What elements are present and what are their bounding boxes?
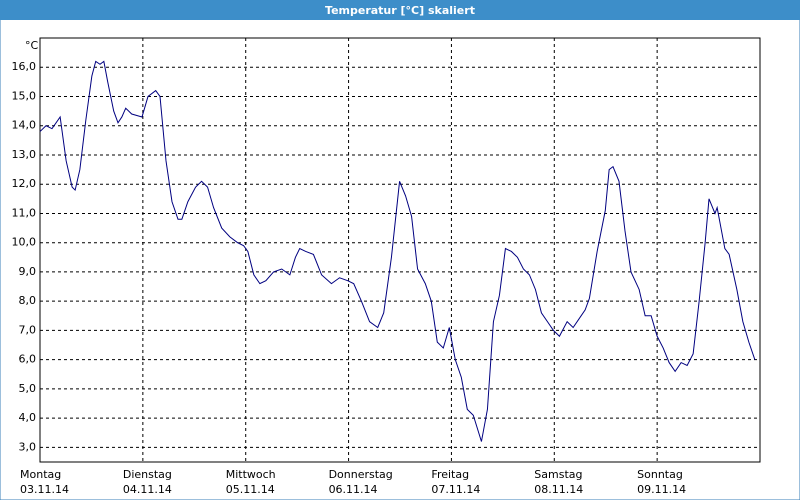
x-tick-date: 07.11.14	[431, 483, 480, 496]
y-tick-label: 6,0	[19, 353, 37, 366]
y-tick-label: 4,0	[19, 411, 37, 424]
y-tick-label: 10,0	[12, 236, 37, 249]
y-tick-label: 3,0	[19, 440, 37, 453]
x-tick-date: 03.11.14	[20, 483, 69, 496]
y-tick-label: 14,0	[12, 119, 37, 132]
x-tick-label: Freitag	[431, 468, 469, 481]
x-tick-date: 08.11.14	[534, 483, 583, 496]
y-tick-label: 12,0	[12, 177, 37, 190]
x-tick-date: 09.11.14	[637, 483, 686, 496]
y-tick-label: 16,0	[12, 60, 37, 73]
y-tick-label: 9,0	[19, 265, 37, 278]
x-tick-label: Sonntag	[637, 468, 683, 481]
y-tick-label: 13,0	[12, 148, 37, 161]
y-tick-label: 15,0	[12, 89, 37, 102]
y-axis-label: °C	[25, 39, 39, 52]
y-tick-label: 5,0	[19, 382, 37, 395]
x-tick-date: 04.11.14	[123, 483, 172, 496]
y-tick-label: 7,0	[19, 323, 37, 336]
x-tick-date: 05.11.14	[226, 483, 275, 496]
x-tick-date: 06.11.14	[329, 483, 378, 496]
x-tick-label: Mittwoch	[226, 468, 276, 481]
title-bar	[0, 0, 800, 20]
x-tick-label: Dienstag	[123, 468, 172, 481]
chart-title: Temperatur [°C] skaliert	[325, 4, 475, 17]
y-tick-label: 8,0	[19, 294, 37, 307]
x-tick-label: Samstag	[534, 468, 582, 481]
data-line	[39, 60, 756, 442]
y-tick-label: 11,0	[12, 206, 37, 219]
x-tick-label: Donnerstag	[329, 468, 393, 481]
x-tick-label: Montag	[20, 468, 61, 481]
